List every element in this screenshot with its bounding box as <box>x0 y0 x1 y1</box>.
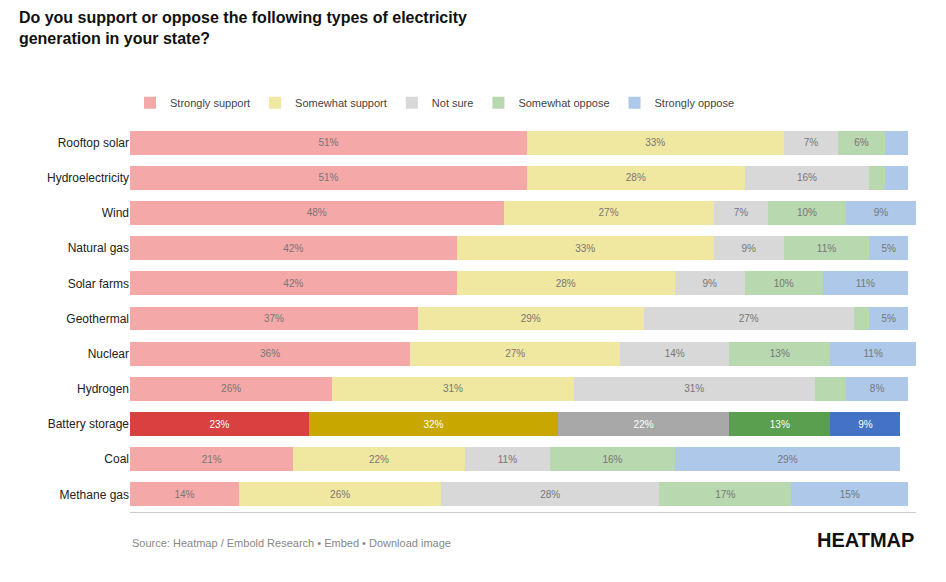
svg-text:33%: 33% <box>575 243 595 254</box>
svg-text:42%: 42% <box>283 278 303 289</box>
svg-text:28%: 28% <box>556 278 576 289</box>
svg-text:10%: 10% <box>774 278 794 289</box>
svg-text:Coal: Coal <box>104 452 129 466</box>
svg-text:9%: 9% <box>874 207 889 218</box>
svg-text:26%: 26% <box>330 489 350 500</box>
svg-text:37%: 37% <box>264 313 284 324</box>
svg-text:48%: 48% <box>307 207 327 218</box>
svg-text:16%: 16% <box>797 172 817 183</box>
svg-text:Somewhat oppose: Somewhat oppose <box>518 97 609 109</box>
svg-text:21%: 21% <box>202 454 222 465</box>
svg-text:42%: 42% <box>283 243 303 254</box>
svg-text:10%: 10% <box>797 207 817 218</box>
svg-text:27%: 27% <box>599 207 619 218</box>
svg-text:27%: 27% <box>505 348 525 359</box>
svg-text:27%: 27% <box>739 313 759 324</box>
svg-text:33%: 33% <box>645 137 665 148</box>
svg-text:7%: 7% <box>804 137 819 148</box>
svg-text:Nuclear: Nuclear <box>88 347 129 361</box>
svg-text:22%: 22% <box>634 419 654 430</box>
svg-text:9%: 9% <box>741 243 756 254</box>
svg-text:28%: 28% <box>626 172 646 183</box>
svg-text:Natural gas: Natural gas <box>68 241 129 255</box>
svg-text:7%: 7% <box>734 207 749 218</box>
svg-text:Strongly support: Strongly support <box>170 97 250 109</box>
svg-text:31%: 31% <box>443 383 463 394</box>
svg-text:11%: 11% <box>856 278 875 289</box>
svg-text:Not sure: Not sure <box>432 97 474 109</box>
svg-text:26%: 26% <box>221 383 241 394</box>
svg-text:15%: 15% <box>840 489 860 500</box>
svg-text:13%: 13% <box>770 348 790 359</box>
svg-text:Do you support or oppose the f: Do you support or oppose the following t… <box>19 9 467 47</box>
svg-text:14%: 14% <box>174 489 194 500</box>
svg-text:Geothermal: Geothermal <box>66 312 129 326</box>
svg-text:14%: 14% <box>665 348 685 359</box>
svg-text:51%: 51% <box>318 137 338 148</box>
svg-text:23%: 23% <box>209 419 229 430</box>
svg-text:29%: 29% <box>521 313 541 324</box>
svg-text:16%: 16% <box>602 454 622 465</box>
svg-text:5%: 5% <box>881 313 896 324</box>
svg-text:8%: 8% <box>870 383 885 394</box>
svg-text:HEATMAP: HEATMAP <box>817 529 914 551</box>
svg-text:6%: 6% <box>854 137 869 148</box>
svg-text:Somewhat support: Somewhat support <box>295 97 387 109</box>
svg-text:13%: 13% <box>770 419 790 430</box>
svg-text:Battery storage: Battery storage <box>48 417 130 431</box>
svg-text:11%: 11% <box>817 243 836 254</box>
svg-text:11%: 11% <box>498 454 517 465</box>
svg-text:Hydrogen: Hydrogen <box>77 382 129 396</box>
svg-text:Rooftop solar: Rooftop solar <box>58 136 129 150</box>
svg-text:22%: 22% <box>369 454 389 465</box>
svg-text:29%: 29% <box>778 454 798 465</box>
svg-text:Strongly oppose: Strongly oppose <box>655 97 735 109</box>
svg-text:17%: 17% <box>715 489 735 500</box>
svg-text:28%: 28% <box>540 489 560 500</box>
svg-text:51%: 51% <box>318 172 338 183</box>
svg-text:Solar farms: Solar farms <box>68 277 129 291</box>
svg-text:Hydroelectricity: Hydroelectricity <box>47 171 129 185</box>
svg-text:Methane gas: Methane gas <box>60 488 129 502</box>
svg-text:Source: Heatmap / Embold Resea: Source: Heatmap / Embold Research • Embe… <box>132 537 451 549</box>
svg-text:31%: 31% <box>684 383 704 394</box>
svg-text:32%: 32% <box>423 419 443 430</box>
svg-text:5%: 5% <box>881 243 896 254</box>
svg-text:36%: 36% <box>260 348 280 359</box>
svg-text:Wind: Wind <box>102 206 129 220</box>
svg-text:9%: 9% <box>702 278 717 289</box>
svg-text:9%: 9% <box>858 419 873 430</box>
svg-text:11%: 11% <box>864 348 883 359</box>
